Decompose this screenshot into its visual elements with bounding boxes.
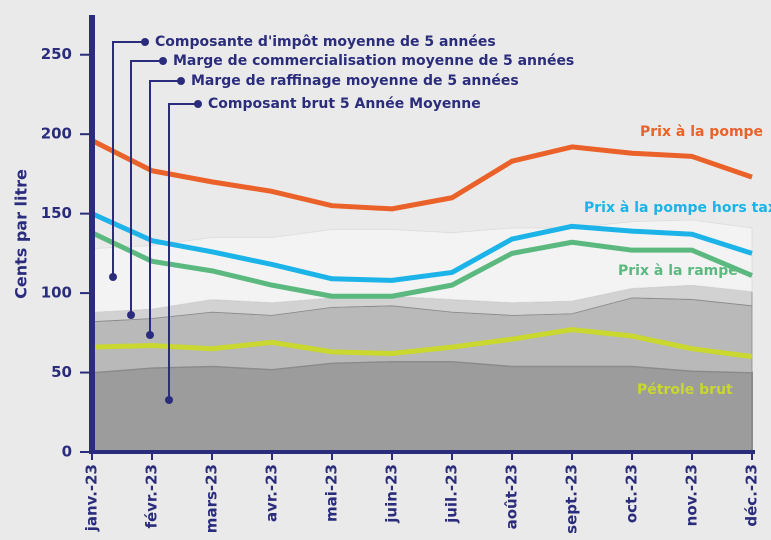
legend-label: Composante d'impôt moyenne de 5 années [155,34,496,50]
legend-leader [112,41,145,277]
legend-dot [141,38,149,46]
y-tick-label: 150 [41,204,72,222]
y-tick-label: 100 [41,284,72,302]
x-tick-label: janv.-23 [83,464,101,532]
legend-leader [130,60,163,315]
line [91,327,753,360]
series-label: Pétrole brut [637,382,733,398]
series-label: Prix à la rampe [618,263,738,279]
legend-dot [159,57,167,65]
legend-dot [177,77,185,85]
y-axis-label: Cents par litre [12,169,31,299]
series-label: Prix à la pompe [640,124,763,140]
legend-label: Composant brut 5 Année Moyenne [208,96,481,112]
legend-leader [149,80,181,335]
legend-label: Marge de raffinage moyenne de 5 années [191,73,519,89]
x-tick-label: nov.-23 [683,464,701,526]
y-tick-label: 250 [41,45,72,63]
x-tick-label: mai-23 [323,464,341,522]
legend-dot [127,311,135,319]
legend-dot [165,396,173,404]
x-tick-label: avr.-23 [263,464,281,522]
legend-dot [109,273,117,281]
y-tick-label: 200 [41,125,72,143]
line [90,138,753,212]
series-label: Prix à la pompe hors taxes [584,200,771,216]
x-tick-label: juil.-23 [443,464,461,524]
area [91,360,753,453]
x-tick-label: févr.-23 [143,464,161,529]
x-tick-label: oct.-23 [623,464,641,523]
legend-dot [194,100,202,108]
line [90,230,753,299]
legend-label: Marge de commercialisation moyenne de 5 … [173,53,574,69]
x-tick-label: mars-23 [203,464,221,533]
x-tick-label: août-23 [503,464,521,529]
y-tick-label: 0 [62,443,72,461]
y-tick-label: 50 [51,363,72,381]
line [90,211,753,283]
legend-dot [146,331,154,339]
x-tick-label: déc.-23 [743,464,761,527]
legend-leader [168,103,198,400]
x-tick-label: juin-23 [383,464,401,524]
x-tick-label: sept.-23 [563,464,581,534]
